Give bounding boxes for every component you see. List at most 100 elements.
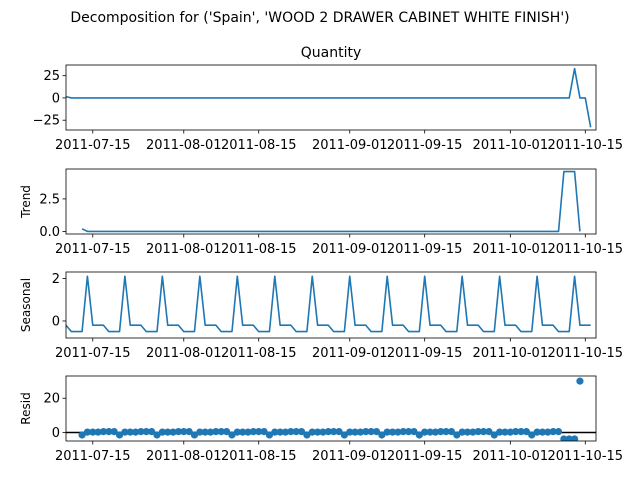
resid-point	[115, 431, 124, 439]
resid-point	[517, 427, 525, 436]
x-tick-label: 2011-08-15	[221, 449, 297, 464]
resid-point	[533, 428, 541, 436]
resid-point	[565, 435, 573, 441]
y-tick-label: −25	[33, 114, 60, 129]
resid-point	[437, 427, 445, 436]
resid-point	[126, 428, 134, 436]
figure-title: Decomposition for ('Spain', 'WOOD 2 DRAW…	[70, 10, 569, 26]
panel-seasonal: 0 2 2011-07-15 2011-08-01 2011-08-15 2011-09-…	[19, 271, 624, 361]
resid-point	[463, 428, 472, 436]
resid-point	[271, 428, 279, 436]
resid-point	[367, 427, 375, 436]
resid-point	[421, 428, 429, 436]
panel-quantity: −25 0 25 2011-07-15 2011-08-01 2011-08-15 2011…	[33, 45, 624, 153]
resid-point	[265, 431, 274, 439]
x-tick-label: 2011-09-15	[387, 138, 463, 153]
y-tick-label: 20	[43, 392, 60, 407]
x-tick-label: 2011-08-15	[221, 138, 297, 153]
resid-point	[131, 428, 140, 436]
x-tick-label: 2011-08-01	[146, 346, 222, 361]
x-tick-label: 2011-08-15	[221, 346, 297, 361]
resid-point	[174, 427, 183, 436]
resid-point	[485, 427, 493, 436]
resid-point	[356, 428, 365, 436]
resid-point	[212, 427, 220, 436]
resid-point	[206, 428, 215, 436]
resid-point	[442, 427, 450, 436]
x-tick-label: 2011-10-15	[548, 138, 624, 153]
resid-point	[340, 431, 348, 439]
resid-point	[415, 431, 423, 439]
resid-point	[410, 427, 418, 436]
resid-point	[99, 427, 108, 436]
y-axis-label: Resid	[19, 392, 33, 424]
resid-point	[351, 428, 359, 436]
resid-point	[249, 427, 257, 436]
resid-point	[490, 431, 498, 439]
resid-point	[528, 431, 536, 439]
resid-point	[260, 427, 268, 436]
x-tick-label: 2011-10-01	[473, 449, 549, 464]
resid-point	[560, 435, 568, 441]
resid-point	[239, 428, 247, 436]
x-tick-label: 2011-09-15	[387, 449, 463, 464]
x-tick-label: 2011-09-15	[387, 346, 463, 361]
resid-point	[479, 427, 488, 436]
resid-point	[190, 431, 199, 439]
axes-frame	[65, 375, 597, 442]
panel-trend: 0.0 2.5 2011-07-15 2011-08-01 2011-08-15 2011…	[19, 168, 623, 257]
resid-point	[196, 428, 204, 436]
resid-point	[431, 428, 439, 436]
resid-point	[474, 427, 482, 436]
resid-point	[244, 428, 252, 436]
resid-point	[469, 428, 477, 436]
resid-point	[538, 428, 547, 436]
resid-point	[287, 427, 295, 436]
resid-point	[388, 428, 397, 436]
x-tick-label: 2011-10-15	[548, 346, 624, 361]
resid-point	[153, 431, 161, 439]
axes-frame	[65, 64, 597, 131]
resid-point	[142, 427, 150, 436]
resid-point	[324, 427, 332, 436]
quantity-data	[66, 67, 592, 128]
resid-point	[105, 427, 113, 436]
resid-point	[148, 427, 156, 436]
panel-resid: 0 20 2011-07-15 2011-08-01 2011-08-15 2011-09…	[19, 375, 623, 464]
resid-point	[544, 428, 552, 436]
resid-point	[233, 428, 241, 436]
resid-point	[292, 427, 300, 436]
x-tick-label: 2011-08-01	[146, 449, 222, 464]
axes-frame	[65, 271, 597, 339]
resid-point	[372, 427, 381, 436]
resid-point	[522, 427, 531, 436]
resid-point	[554, 427, 563, 436]
resid-point	[362, 427, 370, 436]
resid-point	[394, 428, 402, 436]
y-tick-label: 0	[52, 314, 60, 329]
resid-point	[158, 428, 166, 436]
resid-point	[512, 427, 520, 436]
resid-point	[201, 428, 209, 436]
resid-point	[255, 427, 263, 436]
x-tick-label: 2011-09-01	[312, 346, 388, 361]
resid-point	[426, 428, 434, 436]
resid-point	[549, 427, 557, 436]
y-tick-label: 2.5	[39, 192, 60, 207]
x-tick-label: 2011-09-01	[312, 449, 388, 464]
trend-data	[81, 170, 581, 233]
resid-point	[405, 427, 413, 436]
resid-point	[458, 428, 466, 436]
y-tick-label: 0	[52, 91, 60, 106]
x-tick-label: 2011-10-01	[473, 242, 549, 257]
resid-point	[335, 427, 343, 436]
resid-point	[346, 428, 354, 436]
y-tick-label: 25	[43, 69, 60, 84]
y-tick-label: 2	[52, 272, 60, 287]
x-tick-label: 2011-07-15	[55, 346, 131, 361]
resid-point	[185, 427, 193, 436]
resid-point	[169, 428, 177, 436]
x-tick-label: 2011-10-01	[473, 138, 549, 153]
x-tick-label: 2011-09-01	[312, 242, 388, 257]
